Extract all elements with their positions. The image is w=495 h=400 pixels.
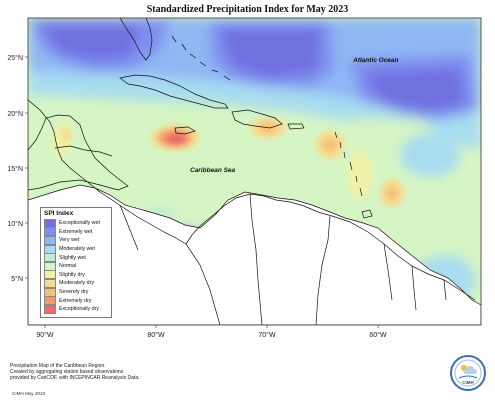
atlantic-ocean-label: Atlantic Ocean — [352, 57, 399, 64]
legend-swatch — [44, 278, 56, 288]
legend-item: Moderately wet — [44, 244, 108, 254]
legend-swatch — [44, 270, 56, 280]
cimh-logo: CIMH — [450, 355, 486, 391]
legend-swatch — [44, 261, 56, 271]
legend-swatch — [44, 287, 56, 297]
legend-item: Normal — [44, 261, 108, 271]
map-frame — [27, 17, 482, 326]
map-title: Standardized Precipitation Index for May… — [146, 4, 349, 15]
lon-tick-70: 70°W — [258, 331, 276, 339]
footer-code: CIMH May 2023 — [12, 391, 46, 396]
legend-label: Exceptionally dry — [59, 306, 100, 313]
footer-line-2: Created by aggregating station based obs… — [10, 369, 124, 375]
legend-item: Moderately dry — [44, 278, 108, 288]
south-america-landmass — [28, 184, 481, 325]
legend-swatch — [44, 235, 56, 245]
legend-label: Very wet — [59, 237, 80, 244]
caribbean-sea-label: Caribbean Sea — [190, 167, 236, 174]
lon-tick-60: 60°W — [369, 331, 387, 339]
legend-label: Severely dry — [59, 289, 89, 296]
legend-swatch — [44, 244, 56, 254]
footer-line-1: Precipitation Map of the Caribbean Regio… — [10, 363, 106, 369]
logo-text: CIMH — [462, 380, 474, 385]
footer-line-3: provided by CariCOF, with INCEPINCAR Rea… — [10, 375, 140, 381]
lat-axis: 25°N 20°N 15°N 10°N 5°N — [7, 54, 28, 283]
lat-tick-5: 5°N — [11, 275, 23, 283]
legend-label: Exceptionally wet — [59, 220, 100, 227]
legend-item: Slightly dry — [44, 270, 108, 280]
legend-item: Exceptionally dry — [44, 304, 108, 314]
legend-item: Exceptionally wet — [44, 218, 108, 228]
legend-item: Extremely wet — [44, 227, 108, 237]
map-footer: Precipitation Map of the Caribbean Regio… — [10, 363, 260, 381]
legend-label: Moderately wet — [59, 246, 95, 253]
lon-axis: 90°W 80°W 70°W 60°W — [36, 325, 387, 339]
legend-label: Moderately dry — [59, 280, 95, 287]
lat-tick-25: 25°N — [7, 54, 23, 62]
legend-swatch — [44, 296, 56, 306]
lat-tick-10: 10°N — [7, 220, 23, 228]
lat-tick-15: 15°N — [7, 165, 23, 173]
legend-item: Very wet — [44, 235, 108, 245]
legend-label: Normal — [59, 263, 77, 270]
lon-tick-80: 80°W — [147, 331, 165, 339]
coastlines — [28, 18, 476, 325]
legend-item: Slightly wet — [44, 253, 108, 263]
legend-item: Severely dry — [44, 287, 108, 297]
legend-swatch — [44, 304, 56, 314]
legend-label: Extremely wet — [59, 228, 93, 235]
spi-legend: SPI Index Exceptionally wet Extremely wet… — [40, 207, 112, 318]
legend-label: Slightly wet — [59, 254, 86, 261]
lat-tick-20: 20°N — [7, 110, 23, 118]
legend-swatch — [44, 253, 56, 263]
legend-label: Slightly dry — [59, 271, 85, 278]
lon-tick-90: 90°W — [36, 331, 54, 339]
legend-swatch — [44, 227, 56, 237]
north-landmass — [28, 114, 129, 191]
legend-rows: Exceptionally wet Extremely wet Very wet Mo… — [44, 218, 108, 314]
legend-swatch — [44, 218, 56, 228]
legend-item: Extremely dry — [44, 296, 108, 306]
legend-title: SPI Index — [44, 210, 74, 217]
legend-label: Extremely dry — [59, 297, 92, 304]
